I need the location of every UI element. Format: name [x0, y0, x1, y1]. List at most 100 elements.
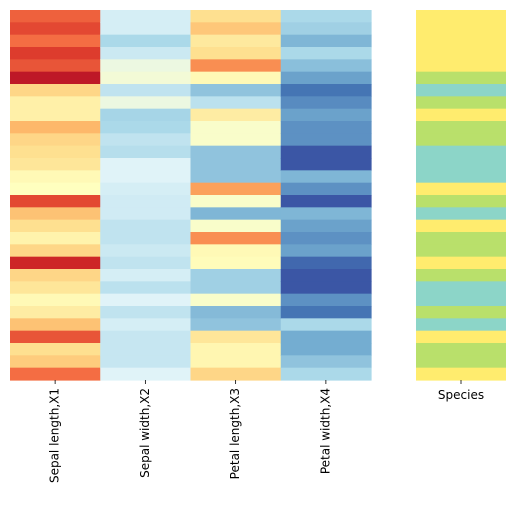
heatmap-cell [190, 34, 282, 48]
heatmap-cell [10, 170, 101, 184]
heatmap-cell [280, 318, 372, 332]
heatmap-cell [100, 355, 192, 369]
heatmap-cell [100, 10, 192, 23]
species-cell [416, 84, 506, 97]
heatmap-cell [280, 367, 372, 381]
heatmap-cell [190, 244, 282, 258]
heatmap-cell [190, 84, 282, 97]
heatmap-cell [280, 108, 372, 122]
x-tick-label: Sepal width,X2 [138, 388, 152, 478]
heatmap-cell [100, 318, 192, 332]
species-cell [416, 34, 506, 48]
heatmap-cell [190, 330, 282, 344]
species-cell [416, 293, 506, 307]
heatmap-cell [190, 318, 282, 332]
heatmap-cell [100, 269, 192, 282]
species-cell [416, 330, 506, 344]
species-cell [416, 59, 506, 73]
heatmap-cell [280, 47, 372, 60]
species-cell [416, 281, 506, 295]
species-cell [416, 133, 506, 147]
heatmap-cell [100, 306, 192, 319]
heatmap-cell [190, 145, 282, 159]
heatmap-cell [10, 318, 101, 332]
heatmap-cell [10, 34, 101, 48]
heatmap-cell [280, 330, 372, 344]
species-cell [416, 145, 506, 159]
heatmap-cell [280, 355, 372, 369]
species-cell [416, 367, 506, 381]
heatmap-cell [10, 232, 101, 245]
x-tick-labels: Sepal length,X1 Sepal width,X2 Petal lengt… [48, 380, 484, 483]
species-cell [416, 195, 506, 208]
heatmap-cell [10, 145, 101, 159]
heatmap-cell [280, 158, 372, 171]
heatmap-cell [190, 121, 282, 134]
heatmap-cell [10, 47, 101, 60]
species-cell [416, 232, 506, 245]
species-cell [416, 355, 506, 369]
heatmap-cell [10, 244, 101, 258]
heatmap-cell [10, 22, 101, 36]
heatmap-cell [280, 71, 372, 85]
heatmap-cell [10, 121, 101, 134]
heatmap-cell [190, 59, 282, 73]
heatmap-cell [280, 133, 372, 147]
heatmap-cell [10, 269, 101, 282]
heatmap-cell [10, 71, 101, 85]
heatmap-cell [10, 182, 101, 196]
heatmap-cell [280, 182, 372, 196]
heatmap-cell [10, 219, 101, 233]
heatmap-cell [10, 108, 101, 122]
heatmap-cell [280, 84, 372, 97]
species-cell [416, 170, 506, 184]
species-cell [416, 71, 506, 85]
species-cell [416, 108, 506, 122]
heatmap-cell [100, 182, 192, 196]
species-cell [416, 343, 506, 356]
heatmap-cell [280, 281, 372, 295]
heatmap-cell [190, 355, 282, 369]
heatmap-cell [100, 121, 192, 134]
heatmap-cell [190, 133, 282, 147]
heatmap-cell [280, 59, 372, 73]
heatmap-cell [280, 207, 372, 221]
species-tick-label: Species [438, 388, 484, 402]
heatmap-cell [100, 232, 192, 245]
species-cell [416, 158, 506, 171]
heatmap-cell [190, 22, 282, 36]
species-cell [416, 96, 506, 110]
heatmap-cell [190, 71, 282, 85]
heatmap-cell [280, 293, 372, 307]
species-cell [416, 244, 506, 258]
species-cell [416, 182, 506, 196]
heatmap-cell [100, 219, 192, 233]
species-color-strip [416, 10, 506, 381]
heatmap-cell [10, 367, 101, 381]
heatmap-cell [190, 170, 282, 184]
heatmap-cell [10, 96, 101, 110]
species-cell [416, 256, 506, 270]
heatmap-cell [280, 232, 372, 245]
heatmap-cell [10, 306, 101, 319]
heatmap-cell [190, 232, 282, 245]
x-tick-label: Sepal length,X1 [48, 388, 62, 483]
heatmap-cell [280, 195, 372, 208]
heatmap-cell [280, 244, 372, 258]
heatmap-cell [190, 367, 282, 381]
heatmap-cell [190, 96, 282, 110]
heatmap-cell [10, 158, 101, 171]
heatmap-main [10, 10, 372, 381]
x-tick-label: Petal length,X3 [228, 388, 242, 479]
heatmap-cell [280, 22, 372, 36]
heatmap-cell [100, 71, 192, 85]
heatmap-cell [10, 281, 101, 295]
heatmap-cell [100, 22, 192, 36]
heatmap-cell [10, 10, 101, 23]
heatmap-cell [280, 269, 372, 282]
heatmap-cell [190, 207, 282, 221]
heatmap-cell [100, 108, 192, 122]
heatmap-cell [100, 34, 192, 48]
heatmap-cell [10, 207, 101, 221]
heatmap-cell [100, 59, 192, 73]
